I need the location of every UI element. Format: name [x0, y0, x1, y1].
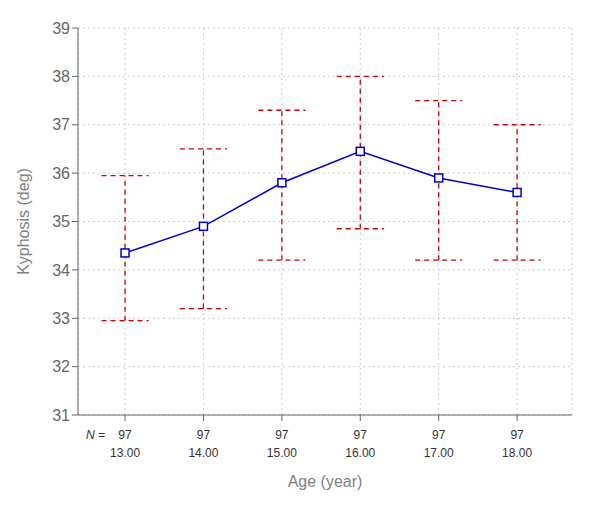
svg-text:Kyphosis (deg): Kyphosis (deg) — [15, 168, 32, 275]
svg-text:16.00: 16.00 — [345, 446, 375, 460]
svg-text:N =: N = — [86, 428, 105, 442]
svg-text:Age (year): Age (year) — [288, 473, 363, 490]
svg-text:97: 97 — [432, 428, 446, 442]
svg-text:97: 97 — [275, 428, 289, 442]
svg-text:31: 31 — [52, 407, 70, 424]
svg-text:14.00: 14.00 — [188, 446, 218, 460]
svg-text:97: 97 — [510, 428, 524, 442]
svg-text:15.00: 15.00 — [267, 446, 297, 460]
svg-text:36: 36 — [52, 165, 70, 182]
svg-text:97: 97 — [197, 428, 211, 442]
svg-text:35: 35 — [52, 213, 70, 230]
svg-text:32: 32 — [52, 358, 70, 375]
svg-text:33: 33 — [52, 310, 70, 327]
svg-text:18.00: 18.00 — [502, 446, 532, 460]
svg-text:34: 34 — [52, 262, 70, 279]
svg-text:37: 37 — [52, 116, 70, 133]
svg-text:17.00: 17.00 — [424, 446, 454, 460]
svg-text:97: 97 — [354, 428, 368, 442]
svg-text:13.00: 13.00 — [110, 446, 140, 460]
svg-text:97: 97 — [118, 428, 132, 442]
svg-text:38: 38 — [52, 68, 70, 85]
svg-text:39: 39 — [52, 20, 70, 37]
